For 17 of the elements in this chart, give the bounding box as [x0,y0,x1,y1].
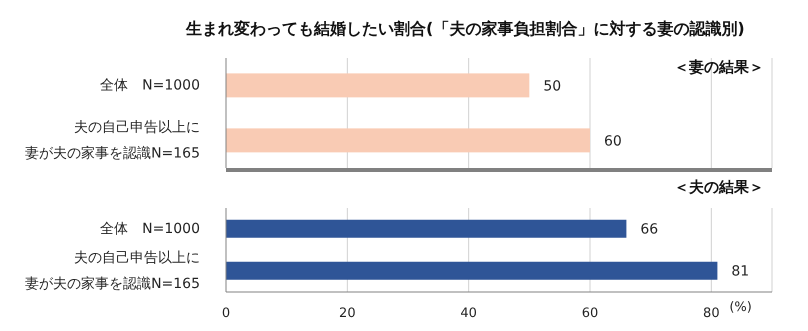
data-label: 60 [604,133,622,150]
y-tick-label: 全体 N=1000 [100,220,200,237]
x-tick-label: 20 [339,306,356,322]
data-label: 50 [543,78,562,94]
x-axis-title: (%) [729,300,752,315]
y-tick-label: 夫の自己申告以上に妻が夫の家事を認識N=165 [25,119,200,162]
y-tick-label: 全体 N=1000 [100,77,200,94]
x-tick-label: 0 [222,306,230,322]
x-tick-label: 80 [703,306,720,322]
chart-title: 生まれ変わっても結婚したい割合(「夫の家事負担割合」に対する妻の認識別) [184,18,746,40]
y-tick-label: 夫の自己申告以上に妻が夫の家事を認識N=165 [25,250,200,292]
data-label: 81 [731,264,750,280]
x-tick-label: 60 [582,306,598,322]
data-label: 66 [640,222,658,238]
x-tick-label: 40 [460,306,477,322]
text: ＜夫の結果＞ [674,178,764,197]
annotation: ＜妻の結果＞ [674,58,764,77]
